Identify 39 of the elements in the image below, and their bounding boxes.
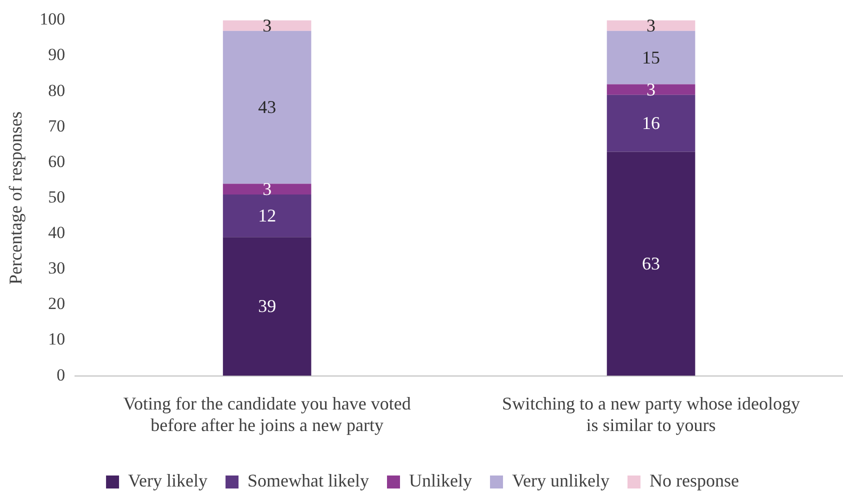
bar (606, 20, 696, 31)
y-tick-label: 20 (48, 294, 66, 314)
y-tick-label: 70 (48, 116, 66, 136)
data-label: 16 (642, 113, 660, 134)
data-label: 39 (258, 296, 276, 316)
data-label: 3 (646, 15, 656, 36)
bar (222, 184, 312, 194)
bar (222, 237, 312, 376)
legend-label: Somewhat likely (248, 470, 370, 491)
data-label: 3 (646, 79, 656, 100)
y-tick-label: 50 (48, 187, 66, 206)
x-tick-label: Voting for the candidate you have voted before after he joins a new party (123, 393, 411, 435)
bar (222, 20, 312, 31)
data-label: 15 (642, 47, 660, 68)
y-tick-label: 40 (48, 223, 66, 242)
y-tick-label: 80 (48, 80, 66, 100)
y-tick-label: 90 (48, 45, 66, 64)
x-tick-label: Switching to a new party whose ideology is similar to yours (502, 393, 800, 435)
legend-label: Very unlikely (512, 470, 610, 491)
y-axis-title: Percentage of responses (6, 112, 26, 284)
data-label: 3 (262, 178, 272, 199)
bar (606, 84, 696, 95)
y-tick-label: 30 (48, 258, 66, 278)
y-tick-label: 10 (48, 330, 66, 349)
y-tick-label: 0 (56, 365, 66, 384)
bar (222, 194, 312, 238)
bar (222, 30, 312, 184)
data-label: 43 (258, 97, 276, 118)
y-tick-label: 60 (48, 152, 66, 171)
bar (606, 30, 696, 84)
data-label: 63 (642, 254, 660, 274)
legend-label: Very likely (128, 470, 208, 491)
legend-label: No response (649, 470, 739, 491)
data-label: 12 (258, 206, 276, 226)
bar (606, 152, 696, 376)
y-tick-label: 100 (40, 10, 66, 29)
bar (606, 94, 696, 152)
data-label: 3 (262, 15, 272, 36)
legend-label: Unlikely (409, 470, 472, 491)
